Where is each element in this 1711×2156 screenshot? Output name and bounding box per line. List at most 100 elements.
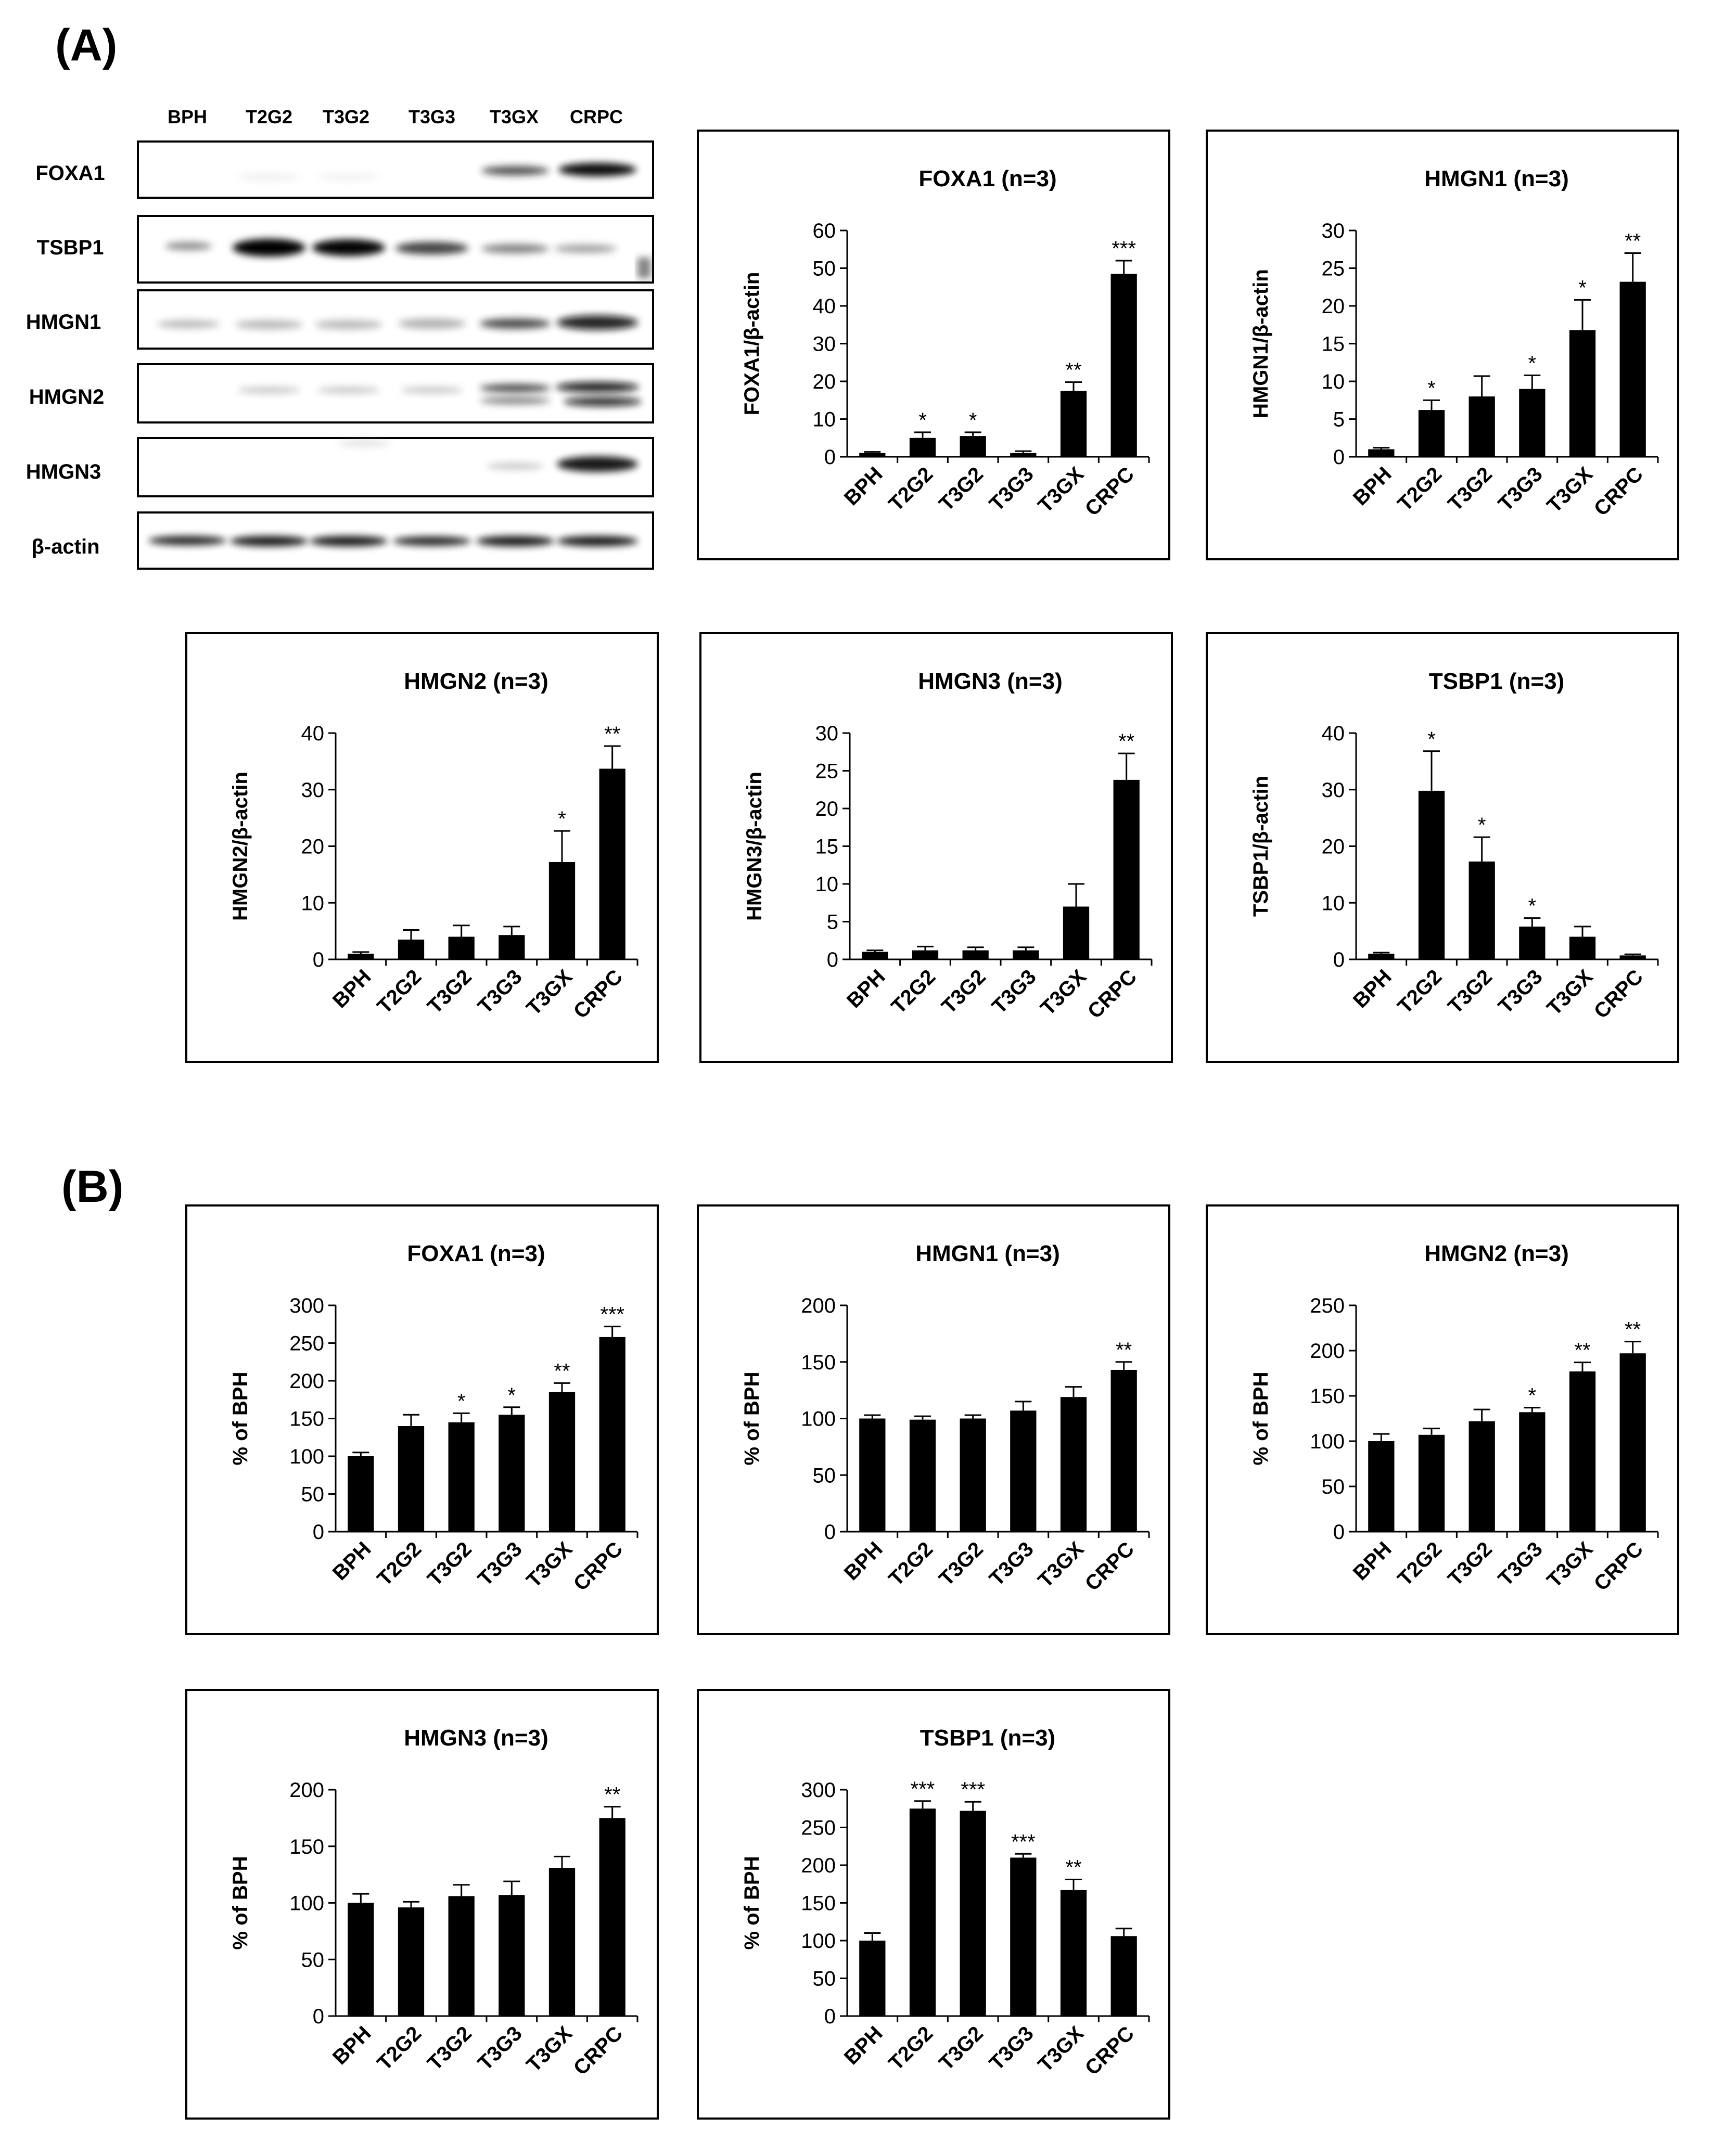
bar	[859, 1418, 886, 1532]
chart-title: TSBP1 (n=3)	[1429, 669, 1564, 694]
y-tick-label: 50	[1322, 1475, 1345, 1498]
chart-svg: TSBP1 (n=3)TSBP1/β-actin010203040BPH*T2G…	[1206, 632, 1679, 1063]
y-tick-label: 100	[289, 1892, 324, 1915]
wb-blot-hmgn1	[137, 289, 654, 350]
bar	[348, 1903, 374, 2016]
chart-frame	[1206, 130, 1679, 560]
y-tick-label: 50	[813, 258, 836, 280]
y-axis-label: % of BPH	[229, 1856, 252, 1950]
bar	[548, 1392, 576, 1532]
y-tick-label: 10	[815, 873, 839, 896]
significance-marker: ***	[1011, 1830, 1036, 1853]
wb-protein-label: FOXA1	[35, 162, 105, 185]
bar	[398, 1907, 425, 2016]
y-tick-label: 50	[301, 1948, 325, 1971]
y-tick-label: 0	[313, 948, 324, 971]
y-tick-label: 40	[1322, 722, 1345, 745]
chart-svg: HMGN3 (n=3)HMGN3/β-actin051015202530BPHT…	[699, 632, 1173, 1063]
significance-marker: *	[1528, 895, 1537, 918]
panel-label-b: (B)	[61, 1162, 124, 1212]
bar	[960, 1418, 986, 1532]
y-tick-label: 150	[289, 1408, 324, 1431]
significance-marker: *	[457, 1390, 466, 1413]
significance-marker: *	[969, 409, 977, 432]
chart-title: HMGN3 (n=3)	[404, 1725, 548, 1751]
y-tick-label: 0	[827, 948, 838, 971]
y-tick-label: 0	[1333, 1521, 1345, 1544]
chart-b-hmgn1: HMGN1 (n=3)% of BPH 0 50 100 150 200 BPH T2G2 T3…	[696, 1204, 1171, 1636]
chart-title: FOXA1 (n=3)	[918, 166, 1056, 191]
chart-b-hmgn3: HMGN3 (n=3)% of BPH 0 50 100 150 200 BPH T2G2 T3…	[185, 1688, 659, 2120]
chart-b-hmgn2: HMGN2 (n=3)% of BPH 0 50 100 150 200 250 BPH T2G…	[1205, 1204, 1680, 1636]
western-blot: BPH T2G2 T3G2 T3G3 T3GX CRPC FOXA1 TSBP1…	[26, 106, 654, 570]
significance-marker: **	[1116, 1339, 1132, 1362]
bar	[548, 1868, 576, 2016]
y-tick-label: 40	[813, 295, 836, 318]
chart-title: FOXA1 (n=3)	[407, 1241, 545, 1266]
y-tick-label: 100	[801, 1930, 836, 1953]
wb-protein-label: HMGN2	[29, 386, 104, 408]
y-tick-label: 0	[824, 2005, 836, 2028]
y-tick-label: 15	[815, 836, 839, 858]
bar	[398, 939, 425, 959]
significance-marker: ***	[911, 1778, 935, 1801]
y-tick-label: 0	[1333, 948, 1345, 971]
chart-title: HMGN3 (n=3)	[918, 669, 1062, 694]
wb-blot-hmgn2	[137, 363, 654, 424]
wb-protein-label: HMGN3	[26, 460, 101, 483]
y-tick-label: 20	[1322, 836, 1345, 858]
chart-svg: FOXA1 (n=3)FOXA1/β-actin0102030405060BPH…	[697, 130, 1170, 560]
y-tick-label: 200	[801, 1294, 836, 1317]
y-tick-label: 20	[1322, 295, 1345, 318]
chart-title: HMGN1 (n=3)	[915, 1241, 1059, 1266]
bar	[1060, 1397, 1087, 1532]
bar	[1569, 936, 1596, 959]
bar	[1368, 1441, 1395, 1532]
bar	[548, 862, 576, 959]
chart-svg: HMGN2 (n=3)HMGN2/β-actin010203040BPHT2G2…	[185, 632, 659, 1063]
bar	[599, 1818, 625, 2016]
y-axis-label: HMGN1/β-actin	[1249, 269, 1272, 418]
y-tick-label: 300	[801, 1779, 836, 1802]
y-tick-label: 250	[801, 1817, 836, 1840]
significance-marker: *	[1478, 814, 1486, 837]
y-tick-label: 150	[1310, 1385, 1345, 1408]
significance-marker: **	[1574, 1339, 1590, 1362]
bar	[1110, 1369, 1137, 1532]
chart-frame	[185, 1204, 659, 1635]
bar	[909, 438, 936, 457]
wb-protein-label: TSBP1	[37, 236, 104, 259]
bar	[912, 950, 939, 959]
y-tick-label: 0	[313, 1521, 324, 1544]
bar	[1110, 1936, 1137, 2016]
y-tick-label: 50	[813, 1464, 836, 1487]
significance-marker: *	[1528, 352, 1537, 375]
bar	[960, 1811, 986, 2016]
bar	[1110, 274, 1137, 457]
y-tick-label: 0	[824, 1521, 836, 1544]
bar	[1469, 861, 1495, 959]
y-tick-label: 30	[813, 333, 836, 356]
bar	[1368, 449, 1395, 457]
wb-lane-label: T2G2	[246, 106, 292, 127]
wb-blot-tsbp1	[137, 215, 654, 284]
bar	[1519, 389, 1546, 457]
significance-marker: *	[918, 409, 927, 432]
y-tick-label: 10	[813, 408, 836, 431]
significance-marker: **	[1065, 358, 1081, 381]
y-tick-label: 25	[815, 760, 839, 783]
wb-protein-label: HMGN1	[26, 311, 101, 333]
chart-a-tsbp1: TSBP1 (n=3) TSBP1/β-actin 0 10 20 30 40 BPH * T2G…	[1205, 632, 1680, 1063]
y-tick-label: 0	[824, 446, 836, 469]
chart-svg: HMGN2 (n=3)% of BPH050100150200250BPHT2G…	[1206, 1204, 1679, 1635]
bar	[1519, 926, 1546, 959]
bar	[1469, 1421, 1495, 1532]
wb-protein-label: β-actin	[31, 535, 99, 558]
bar	[1619, 1353, 1646, 1532]
wb-blot-foxa1	[137, 140, 654, 199]
y-tick-label: 50	[301, 1483, 325, 1506]
chart-a-hmgn1: HMGN1 (n=3) HMGN1/β-actin 0 5 10 15 20 25 30 BPH *…	[1205, 129, 1680, 561]
bar	[1569, 1371, 1596, 1532]
chart-frame	[1206, 1204, 1679, 1635]
bar	[499, 935, 525, 959]
